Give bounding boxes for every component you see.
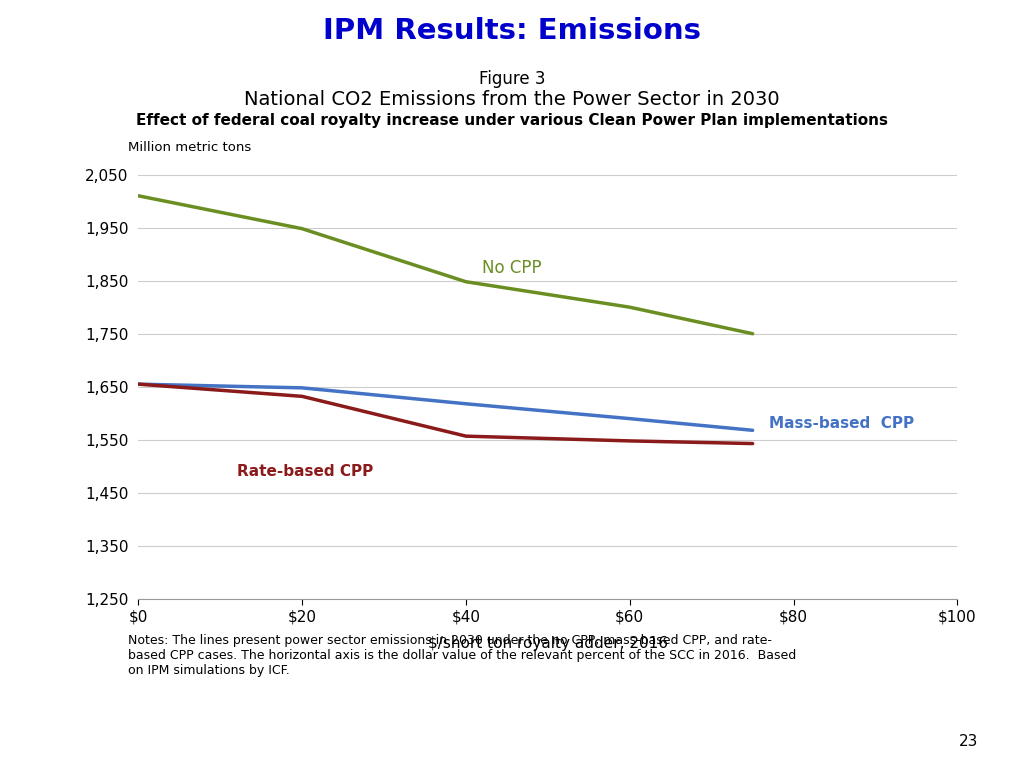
- Text: Notes: The lines present power sector emissions in 2030 under the no CPP, mass-b: Notes: The lines present power sector em…: [128, 634, 797, 677]
- Text: IPM Results: Emissions: IPM Results: Emissions: [323, 18, 701, 45]
- X-axis label: $/short ton royalty adder, 2016: $/short ton royalty adder, 2016: [428, 636, 668, 650]
- Text: 23: 23: [958, 733, 978, 749]
- Text: Mass-based  CPP: Mass-based CPP: [769, 416, 914, 432]
- Text: Rate-based CPP: Rate-based CPP: [237, 464, 373, 479]
- Text: National CO2 Emissions from the Power Sector in 2030: National CO2 Emissions from the Power Se…: [244, 90, 780, 109]
- Text: No CPP: No CPP: [482, 260, 542, 277]
- Text: Effect of federal coal royalty increase under various Clean Power Plan implement: Effect of federal coal royalty increase …: [136, 113, 888, 128]
- Text: Figure 3: Figure 3: [479, 71, 545, 88]
- Text: Million metric tons: Million metric tons: [128, 141, 251, 154]
